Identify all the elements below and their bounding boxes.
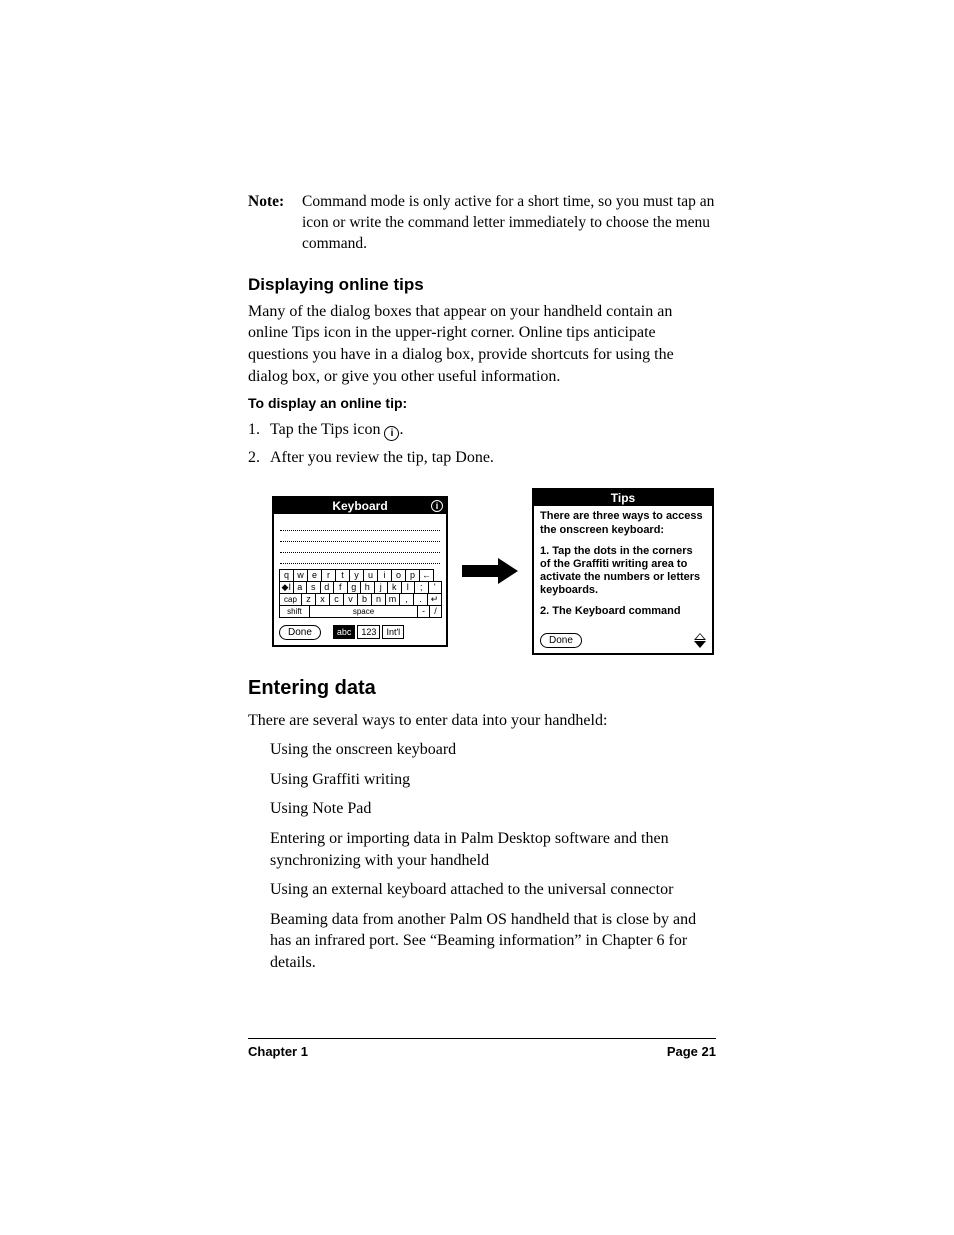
list-number: 2. xyxy=(248,445,270,471)
bullet-item: Using Graffiti writing xyxy=(270,769,716,791)
note-block: Note: Command mode is only active for a … xyxy=(248,192,716,255)
done-button[interactable]: Done xyxy=(279,625,321,640)
scroll-arrows[interactable] xyxy=(694,633,706,648)
ordered-list: 1. Tap the Tips icon i. 2. After you rev… xyxy=(248,417,716,470)
note-label: Note: xyxy=(248,192,302,255)
arrow-right-icon xyxy=(462,560,518,582)
heading-entering-data: Entering data xyxy=(248,677,716,700)
note-text: Command mode is only active for a short … xyxy=(302,192,716,255)
info-icon[interactable]: i xyxy=(431,500,443,512)
tips-paragraph: 1. Tap the dots in the corners of the Gr… xyxy=(540,545,706,598)
key-space[interactable]: space xyxy=(309,605,418,618)
subheading-to-display: To display an online tip: xyxy=(248,395,716,411)
tips-body: There are three ways to access the onscr… xyxy=(534,506,712,630)
keyboard-panel: Keyboard i qwertyuiop← ◆Iasdfghjkl;' cap… xyxy=(272,496,448,647)
scroll-up-icon[interactable] xyxy=(694,633,706,640)
tips-bottom-bar: Done xyxy=(534,631,712,653)
scroll-down-icon[interactable] xyxy=(694,641,706,648)
list-number: 1. xyxy=(248,417,270,443)
tips-titlebar: Tips xyxy=(534,490,712,506)
tips-panel: Tips There are three ways to access the … xyxy=(532,488,714,654)
list-body: After you review the tip, tap Done. xyxy=(270,445,716,471)
figure-row: Keyboard i qwertyuiop← ◆Iasdfghjkl;' cap… xyxy=(272,488,716,654)
bullet-item: Using an external keyboard attached to t… xyxy=(270,879,716,901)
page-footer: Chapter 1 Page 21 xyxy=(248,1038,716,1059)
tips-icon: i xyxy=(384,426,399,441)
keyboard-title: Keyboard xyxy=(332,499,387,513)
paragraph-intro: There are several ways to enter data int… xyxy=(248,710,716,732)
bullet-item: Entering or importing data in Palm Deskt… xyxy=(270,828,716,871)
footer-chapter: Chapter 1 xyxy=(248,1044,308,1059)
keyboard-keys: qwertyuiop← ◆Iasdfghjkl;' capzxcvbnm,.↵ … xyxy=(274,566,446,622)
list-body: Tap the Tips icon i. xyxy=(270,417,716,443)
footer-page: Page 21 xyxy=(667,1044,716,1059)
keyboard-titlebar: Keyboard i xyxy=(274,498,446,514)
tab-123[interactable]: 123 xyxy=(357,625,380,639)
tab-intl[interactable]: Int'l xyxy=(382,625,404,639)
tab-abc[interactable]: abc xyxy=(333,625,356,639)
bullet-item: Using the onscreen keyboard xyxy=(270,739,716,761)
tips-paragraph: There are three ways to access the onscr… xyxy=(540,510,706,536)
key-shift[interactable]: shift xyxy=(279,605,310,618)
step1-pre: Tap the Tips icon xyxy=(270,421,384,438)
paragraph-tips: Many of the dialog boxes that appear on … xyxy=(248,301,716,387)
keyboard-textarea[interactable] xyxy=(274,514,446,566)
step1-post: . xyxy=(399,421,403,438)
done-button[interactable]: Done xyxy=(540,633,582,648)
tips-paragraph: 2. The Keyboard command xyxy=(540,605,706,618)
bullet-item: Using Note Pad xyxy=(270,798,716,820)
key[interactable]: / xyxy=(429,605,442,618)
footer-rule xyxy=(248,1038,716,1039)
page-content: Note: Command mode is only active for a … xyxy=(248,192,716,982)
list-item: 2. After you review the tip, tap Done. xyxy=(248,445,716,471)
bullet-list: Using the onscreen keyboard Using Graffit… xyxy=(270,739,716,973)
keyboard-bottom-bar: Done abc 123 Int'l xyxy=(274,622,446,645)
bullet-item: Beaming data from another Palm OS handhe… xyxy=(270,909,716,974)
heading-displaying-tips: Displaying online tips xyxy=(248,275,716,295)
list-item: 1. Tap the Tips icon i. xyxy=(248,417,716,443)
